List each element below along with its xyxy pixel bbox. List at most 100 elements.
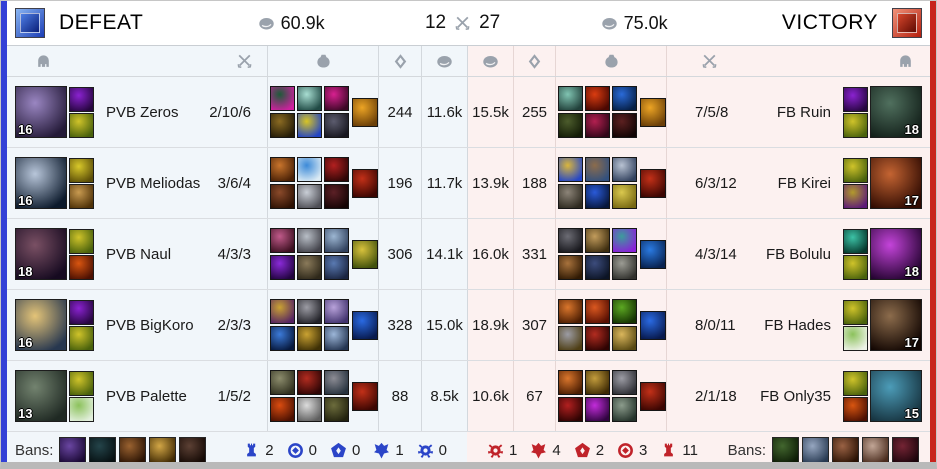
item-icon[interactable]: [270, 255, 295, 280]
item-icon[interactable]: [558, 113, 583, 138]
item-icon[interactable]: [270, 113, 295, 138]
item-icon[interactable]: [585, 326, 610, 351]
player-name[interactable]: PVB Meliodas: [106, 174, 201, 192]
item-icon[interactable]: [558, 326, 583, 351]
item-icon[interactable]: [324, 184, 349, 209]
player-name[interactable]: PVB Zeros: [106, 103, 179, 121]
summoner-spell-icon[interactable]: [69, 254, 94, 280]
ban-champion-icon[interactable]: [59, 436, 87, 462]
item-icon[interactable]: [585, 184, 610, 209]
player-name[interactable]: PVB Naul: [106, 245, 172, 263]
item-icon[interactable]: [297, 157, 322, 182]
item-icon[interactable]: [585, 228, 610, 253]
item-icon[interactable]: [324, 299, 349, 324]
champion-portrait[interactable]: 18: [870, 86, 922, 138]
trinket-icon[interactable]: [640, 168, 666, 198]
item-icon[interactable]: [612, 113, 637, 138]
summoner-spell-icon[interactable]: [843, 157, 868, 183]
item-icon[interactable]: [324, 326, 349, 351]
player-name[interactable]: FB Only35: [760, 387, 831, 405]
item-icon[interactable]: [270, 184, 295, 209]
item-icon[interactable]: [324, 255, 349, 280]
champion-portrait[interactable]: 16: [15, 299, 67, 351]
item-icon[interactable]: [612, 299, 637, 324]
ban-champion-icon[interactable]: [89, 436, 117, 462]
player-name[interactable]: FB Kirei: [777, 174, 831, 192]
ban-champion-icon[interactable]: [892, 436, 919, 462]
trinket-icon[interactable]: [352, 97, 378, 127]
item-icon[interactable]: [585, 299, 610, 324]
player-name[interactable]: FB Bolulu: [765, 245, 831, 263]
item-icon[interactable]: [558, 370, 583, 395]
item-icon[interactable]: [558, 157, 583, 182]
ban-champion-icon[interactable]: [832, 436, 859, 462]
ban-champion-icon[interactable]: [119, 436, 147, 462]
summoner-spell-icon[interactable]: [69, 396, 94, 422]
item-icon[interactable]: [297, 228, 322, 253]
summoner-spell-icon[interactable]: [69, 157, 94, 183]
ban-champion-icon[interactable]: [772, 436, 799, 462]
item-icon[interactable]: [612, 228, 637, 253]
item-icon[interactable]: [558, 228, 583, 253]
champion-portrait[interactable]: 18: [15, 228, 67, 280]
player-name[interactable]: FB Ruin: [776, 103, 831, 121]
champion-portrait[interactable]: 16: [15, 86, 67, 138]
item-icon[interactable]: [324, 228, 349, 253]
item-icon[interactable]: [297, 370, 322, 395]
item-icon[interactable]: [297, 184, 322, 209]
player-name[interactable]: FB Hades: [764, 316, 831, 334]
summoner-spell-icon[interactable]: [843, 254, 868, 280]
trinket-icon[interactable]: [352, 239, 378, 269]
item-icon[interactable]: [324, 157, 349, 182]
item-icon[interactable]: [612, 397, 637, 422]
ban-champion-icon[interactable]: [862, 436, 889, 462]
item-icon[interactable]: [558, 255, 583, 280]
summoner-spell-icon[interactable]: [843, 396, 868, 422]
summoner-spell-icon[interactable]: [69, 370, 94, 396]
item-icon[interactable]: [270, 397, 295, 422]
item-icon[interactable]: [585, 370, 610, 395]
trinket-icon[interactable]: [352, 381, 378, 411]
summoner-spell-icon[interactable]: [69, 325, 94, 351]
item-icon[interactable]: [324, 370, 349, 395]
item-icon[interactable]: [270, 326, 295, 351]
summoner-spell-icon[interactable]: [843, 183, 868, 209]
item-icon[interactable]: [585, 113, 610, 138]
item-icon[interactable]: [324, 397, 349, 422]
item-icon[interactable]: [558, 184, 583, 209]
item-icon[interactable]: [612, 86, 637, 111]
item-icon[interactable]: [270, 228, 295, 253]
item-icon[interactable]: [612, 184, 637, 209]
champion-portrait[interactable]: 17: [870, 299, 922, 351]
trinket-icon[interactable]: [640, 381, 666, 411]
summoner-spell-icon[interactable]: [69, 183, 94, 209]
summoner-spell-icon[interactable]: [843, 228, 868, 254]
item-icon[interactable]: [558, 86, 583, 111]
item-icon[interactable]: [612, 157, 637, 182]
item-icon[interactable]: [612, 255, 637, 280]
trinket-icon[interactable]: [640, 239, 666, 269]
summoner-spell-icon[interactable]: [843, 299, 868, 325]
item-icon[interactable]: [270, 86, 295, 111]
champion-portrait[interactable]: 16: [15, 157, 67, 209]
trinket-icon[interactable]: [640, 310, 666, 340]
item-icon[interactable]: [324, 86, 349, 111]
ban-champion-icon[interactable]: [149, 436, 177, 462]
item-icon[interactable]: [270, 299, 295, 324]
item-icon[interactable]: [585, 157, 610, 182]
item-icon[interactable]: [297, 113, 322, 138]
item-icon[interactable]: [585, 255, 610, 280]
summoner-spell-icon[interactable]: [69, 299, 94, 325]
trinket-icon[interactable]: [352, 310, 378, 340]
item-icon[interactable]: [270, 370, 295, 395]
ban-champion-icon[interactable]: [802, 436, 829, 462]
item-icon[interactable]: [297, 86, 322, 111]
item-icon[interactable]: [297, 255, 322, 280]
summoner-spell-icon[interactable]: [843, 86, 868, 112]
item-icon[interactable]: [297, 397, 322, 422]
trinket-icon[interactable]: [640, 97, 666, 127]
ban-champion-icon[interactable]: [179, 436, 207, 462]
champion-portrait[interactable]: 18: [870, 228, 922, 280]
champion-portrait[interactable]: 17: [870, 157, 922, 209]
champion-portrait[interactable]: 15: [870, 370, 922, 422]
